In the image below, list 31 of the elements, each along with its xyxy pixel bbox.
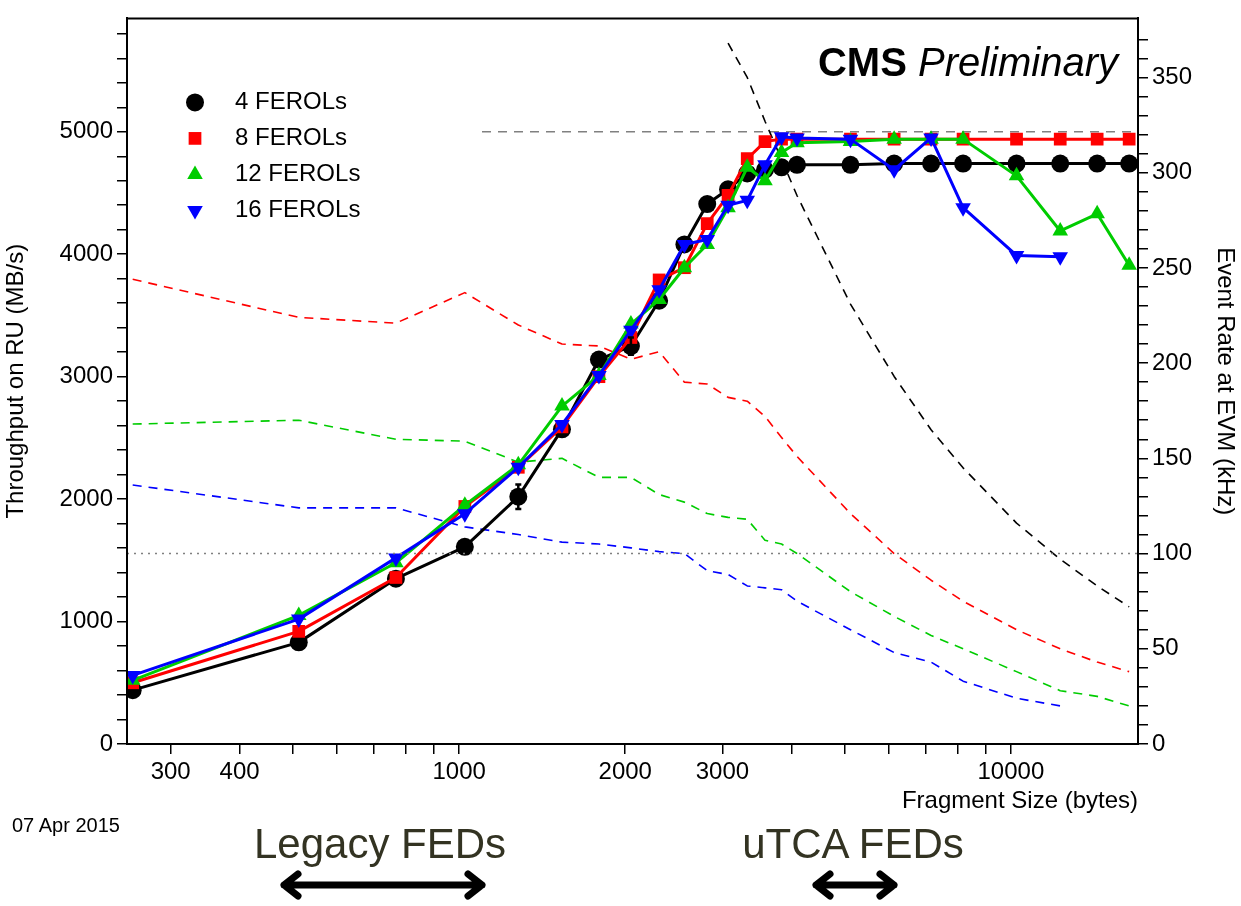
legend-label: 4 FEROLs: [235, 87, 348, 115]
y-tick-label: 1000: [59, 606, 113, 634]
y2-tick-label: 100: [1152, 538, 1193, 566]
y-tick-label: 2000: [59, 483, 113, 511]
x-axis-title: Fragment Size (bytes): [901, 786, 1138, 813]
x-tick-label: 2000: [598, 757, 652, 785]
y2-tick-label: 350: [1152, 62, 1193, 90]
y-tick-label: 0: [99, 728, 113, 756]
x-tick-label: 300: [150, 757, 191, 785]
y2-axis-title: Event Rate at EVM (kHz): [1212, 247, 1240, 516]
x-tick-label: 3000: [695, 757, 750, 785]
x-tick-label: 1000: [432, 757, 486, 785]
y-tick-label: 5000: [59, 116, 113, 144]
x-tick-label: 10000: [977, 757, 1045, 785]
y2-tick-label: 200: [1152, 347, 1193, 375]
legend-label: 8 FEROLs: [235, 123, 348, 151]
x-tick-label: 400: [219, 757, 260, 785]
y2-tick-label: 0: [1152, 728, 1166, 756]
annotation: CMS Preliminary: [817, 40, 1118, 84]
legend-label: 16 FEROLs: [235, 195, 361, 223]
y-tick-label: 4000: [59, 238, 113, 266]
text: 07 Apr 2015: [12, 814, 120, 836]
text: Legacy FEDs: [253, 820, 507, 867]
y-tick-label: 3000: [59, 361, 113, 389]
y-axis-title: Throughput on RU (MB/s): [1, 243, 29, 519]
text: uTCA FEDs: [742, 820, 964, 867]
y2-tick-label: 300: [1152, 157, 1193, 185]
legend-label: 12 FEROLs: [235, 159, 361, 187]
y2-tick-label: 250: [1152, 252, 1193, 280]
y2-tick-label: 150: [1152, 442, 1193, 470]
y2-tick-label: 50: [1152, 633, 1179, 661]
